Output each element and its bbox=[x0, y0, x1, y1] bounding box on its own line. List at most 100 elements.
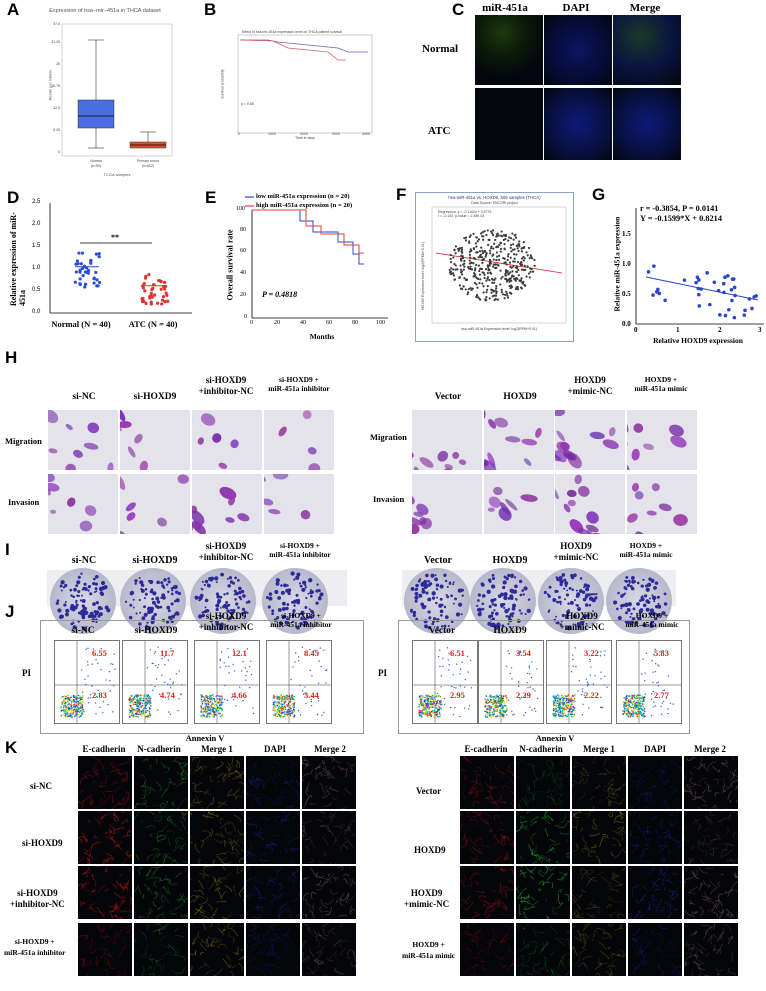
xtick: 100 bbox=[376, 320, 385, 326]
membrane-signal bbox=[197, 859, 202, 864]
sample-point bbox=[479, 267, 482, 270]
membrane-signal bbox=[183, 811, 187, 816]
membrane-signal bbox=[268, 924, 276, 929]
membrane-signal bbox=[174, 756, 183, 762]
membrane-signal bbox=[318, 860, 324, 864]
event bbox=[426, 695, 428, 698]
i-left-plate bbox=[50, 568, 116, 634]
membrane-signal bbox=[268, 879, 276, 884]
sample-point bbox=[504, 235, 507, 238]
membrane-signal bbox=[332, 931, 337, 936]
event bbox=[447, 659, 449, 661]
event bbox=[421, 704, 423, 706]
membrane-signal bbox=[111, 781, 119, 787]
event bbox=[484, 710, 486, 713]
membrane-signal bbox=[146, 869, 153, 877]
membrane-signal bbox=[285, 832, 293, 839]
event bbox=[133, 696, 136, 698]
event bbox=[95, 713, 97, 715]
sample-point bbox=[461, 287, 464, 291]
colony bbox=[564, 614, 569, 618]
event bbox=[145, 707, 147, 709]
membrane-signal bbox=[80, 788, 84, 793]
event bbox=[429, 698, 432, 701]
event bbox=[553, 714, 555, 717]
membrane-signal bbox=[322, 767, 332, 775]
membrane-signal bbox=[153, 852, 160, 862]
membrane-signal bbox=[257, 778, 266, 787]
sample-point bbox=[483, 273, 486, 276]
stained-cell bbox=[651, 483, 660, 492]
colony bbox=[493, 609, 496, 612]
stained-cell bbox=[192, 412, 193, 429]
panel-label-h: H bbox=[5, 348, 18, 367]
membrane-signal bbox=[179, 815, 186, 820]
stained-cell bbox=[264, 411, 265, 426]
colony bbox=[491, 602, 495, 606]
event bbox=[565, 699, 568, 701]
event bbox=[506, 709, 508, 712]
event bbox=[212, 695, 214, 697]
colony bbox=[299, 621, 303, 626]
sample-point bbox=[474, 267, 477, 270]
stained-cell bbox=[177, 474, 189, 484]
event bbox=[524, 711, 527, 714]
stained-cell bbox=[633, 423, 644, 433]
membrane-signal bbox=[308, 857, 314, 863]
sample-point bbox=[494, 277, 497, 280]
sample-point bbox=[528, 276, 531, 279]
membrane-signal bbox=[291, 847, 300, 853]
event bbox=[84, 683, 87, 686]
membrane-signal bbox=[305, 898, 312, 907]
membrane-signal bbox=[353, 950, 356, 957]
stained-cell bbox=[134, 433, 143, 444]
event bbox=[273, 705, 275, 708]
sample-point bbox=[491, 229, 495, 232]
colony bbox=[481, 594, 486, 598]
colony bbox=[627, 583, 631, 586]
event bbox=[440, 707, 442, 710]
colony bbox=[527, 598, 531, 601]
colony bbox=[146, 621, 149, 624]
membrane-signal bbox=[175, 872, 183, 879]
sample-point bbox=[723, 313, 728, 318]
membrane-signal bbox=[270, 847, 274, 853]
event bbox=[662, 689, 664, 692]
colony bbox=[461, 594, 464, 597]
panel-d-significance: ** bbox=[111, 233, 119, 242]
membrane-signal bbox=[265, 777, 270, 780]
event bbox=[276, 709, 279, 711]
stained-cell bbox=[157, 517, 168, 527]
panel-g-stat1: r = -0.3854, P = 0.0141 bbox=[640, 204, 719, 213]
event bbox=[575, 666, 577, 668]
colony bbox=[225, 625, 228, 628]
event bbox=[216, 705, 219, 708]
event bbox=[275, 710, 277, 713]
membrane-signal bbox=[266, 844, 276, 849]
membrane-signal bbox=[248, 778, 254, 787]
colony bbox=[586, 613, 590, 617]
event bbox=[145, 697, 148, 700]
atc-point bbox=[160, 302, 164, 306]
event bbox=[622, 710, 624, 712]
event bbox=[64, 694, 66, 697]
membrane-signal bbox=[328, 927, 336, 934]
colony bbox=[661, 611, 666, 616]
event bbox=[501, 707, 504, 710]
event bbox=[430, 715, 433, 718]
event bbox=[599, 655, 602, 657]
event bbox=[581, 714, 584, 716]
membrane-signal bbox=[149, 832, 153, 837]
membrane-signal bbox=[250, 775, 255, 785]
event bbox=[657, 664, 659, 666]
membrane-signal bbox=[253, 777, 261, 787]
colony bbox=[502, 580, 507, 585]
k-left-col-ncad: N-cadherin bbox=[137, 744, 181, 754]
event bbox=[558, 702, 560, 705]
sample-point bbox=[475, 236, 478, 239]
event bbox=[582, 703, 584, 705]
h-left-image bbox=[48, 474, 118, 534]
event bbox=[557, 694, 559, 696]
xtick: 1 bbox=[676, 326, 680, 334]
event bbox=[129, 704, 131, 707]
